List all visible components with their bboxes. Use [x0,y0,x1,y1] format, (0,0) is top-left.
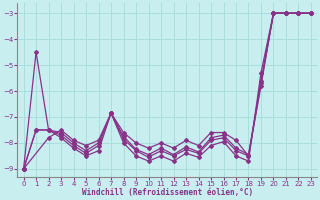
X-axis label: Windchill (Refroidissement éolien,°C): Windchill (Refroidissement éolien,°C) [82,188,253,197]
